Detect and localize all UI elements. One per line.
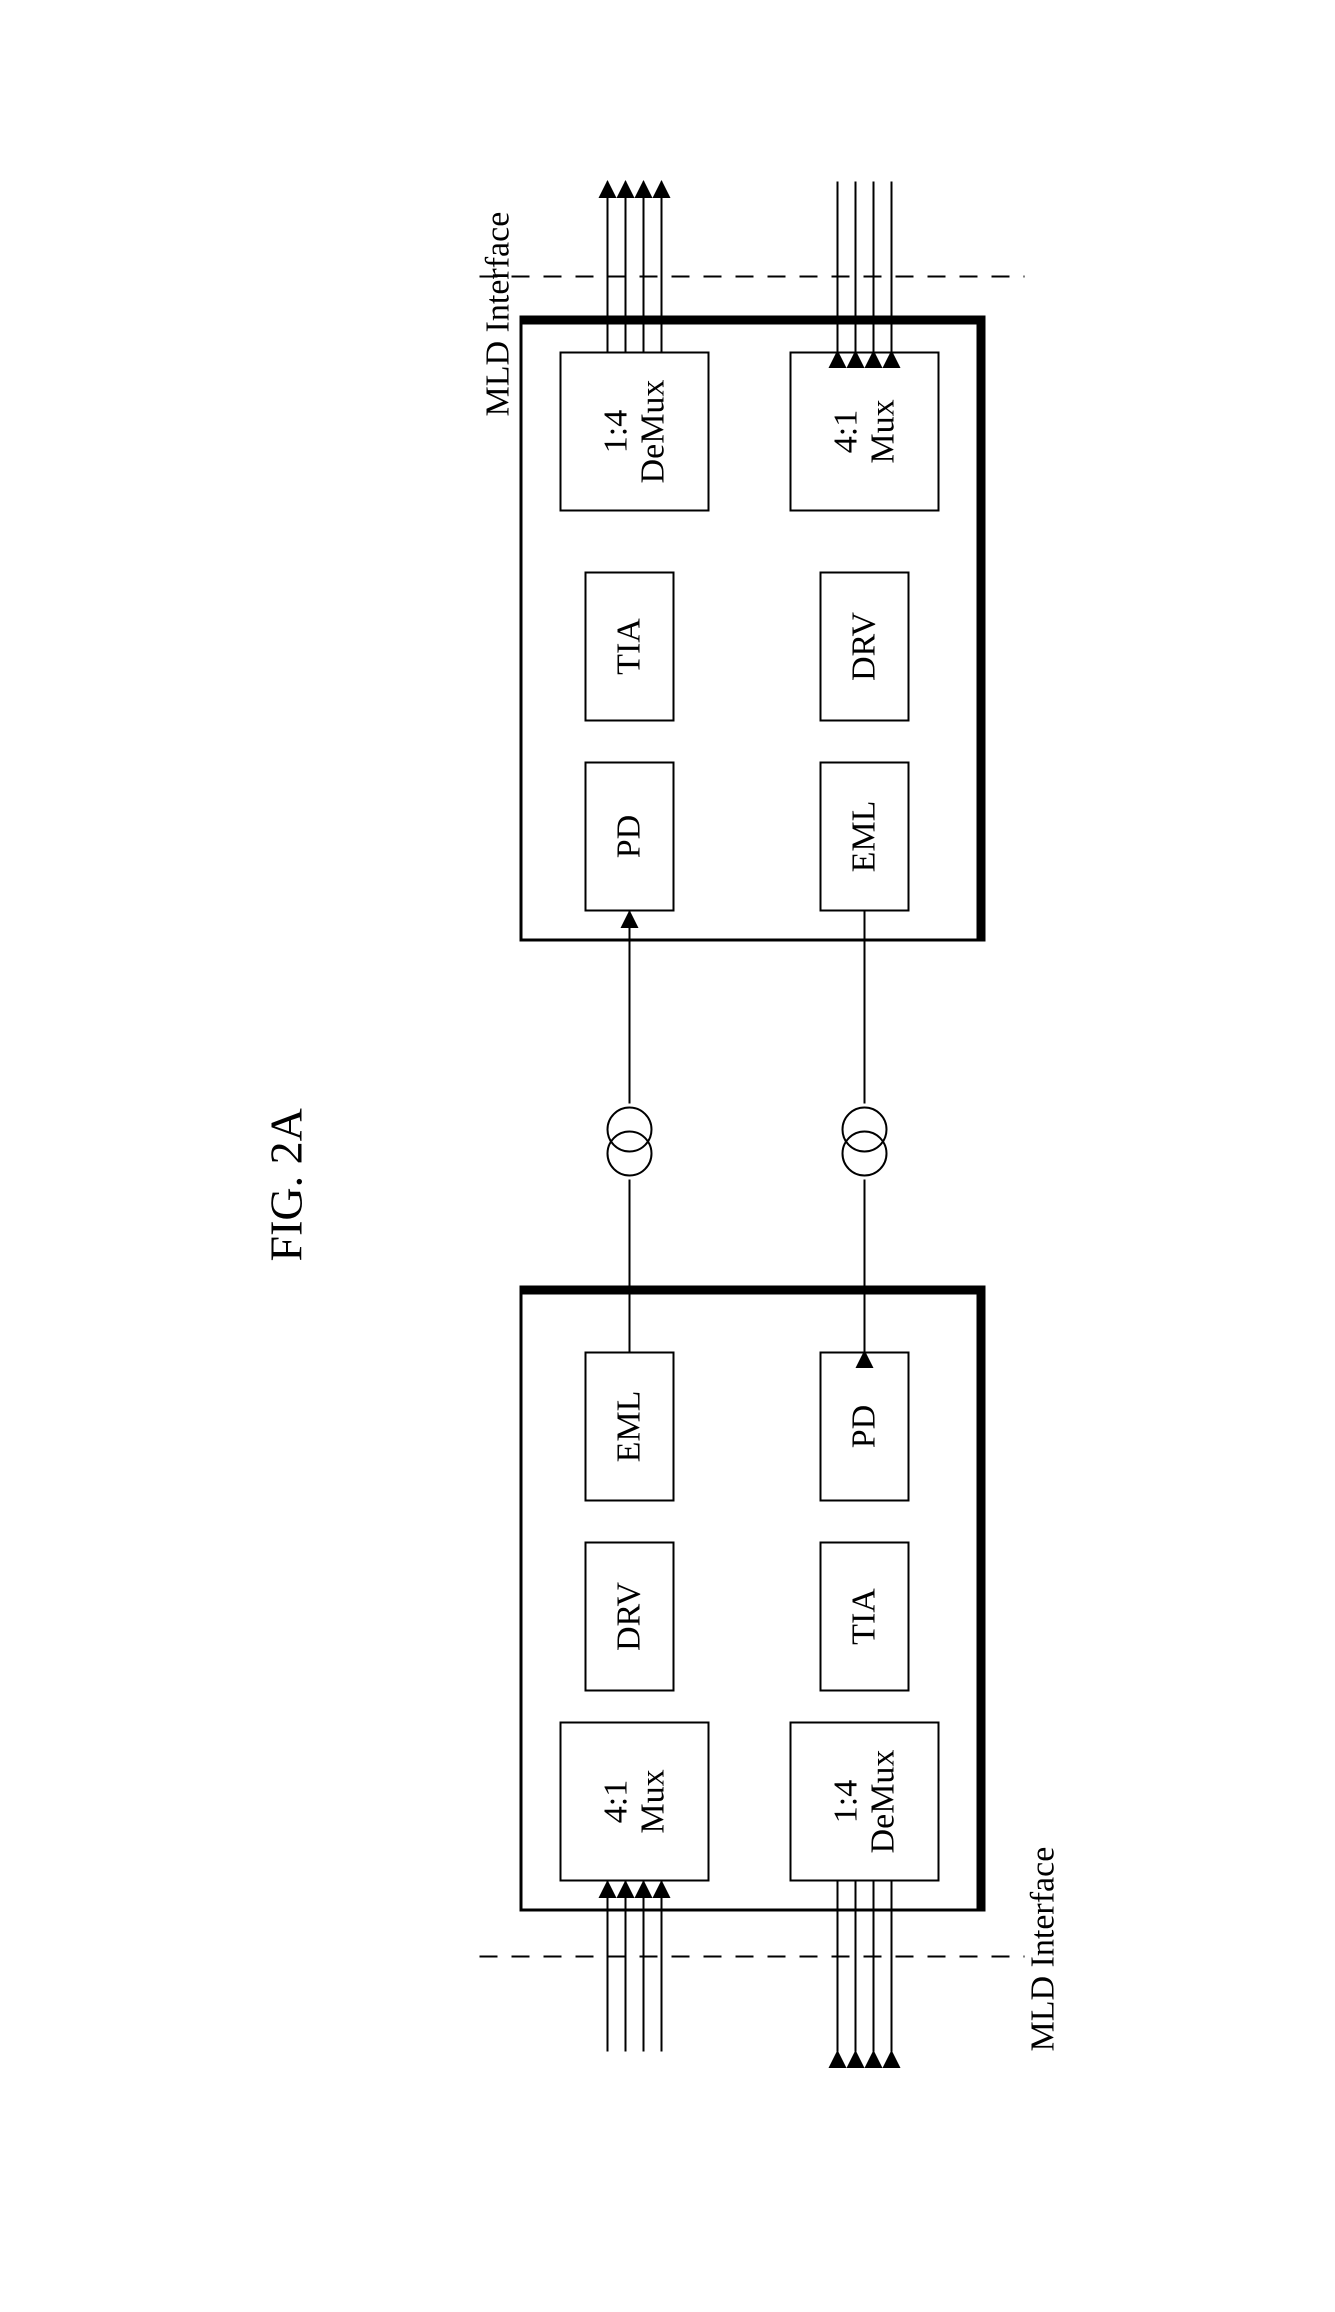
block-right-mux: 4:1Mux [790, 352, 940, 512]
block-right-eml: EML [820, 762, 910, 912]
label-mld-interface-right: MLD Interface [480, 212, 518, 417]
block-left-pd: PD [820, 1352, 910, 1502]
figure-title: FIG. 2A [260, 1108, 313, 1261]
block-right-demux: 1:4DeMux [560, 352, 710, 512]
block-left-drv: DRV [585, 1542, 675, 1692]
block-left-demux: 1:4DeMux [790, 1722, 940, 1882]
block-left-tia: TIA [820, 1542, 910, 1692]
block-right-pd: PD [585, 762, 675, 912]
label-mld-interface-left: MLD Interface [1025, 1847, 1063, 2052]
block-right-drv: DRV [820, 572, 910, 722]
block-left-mux: 4:1Mux [560, 1722, 710, 1882]
block-right-tia: TIA [585, 572, 675, 722]
block-left-eml: EML [585, 1352, 675, 1502]
